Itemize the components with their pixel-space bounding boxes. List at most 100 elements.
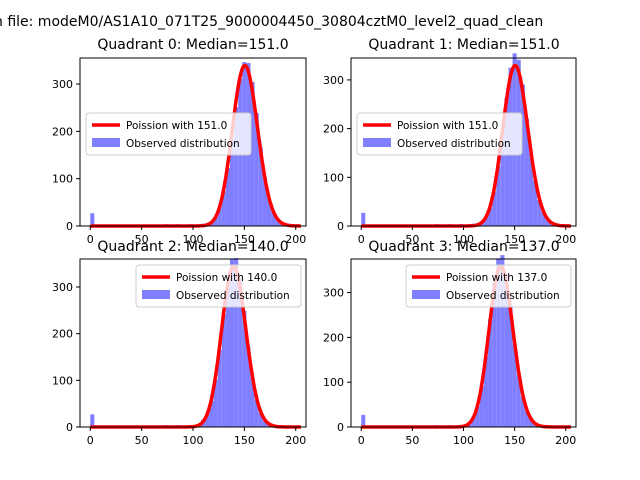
histogram-bar: [271, 211, 276, 226]
histogram-bar: [479, 386, 484, 427]
histogram-bar: [524, 118, 529, 226]
histogram-bar: [520, 397, 525, 427]
y-tick-label: 300: [52, 281, 73, 294]
quadrant-3-title: Quadrant 3: Median=137.0: [368, 239, 559, 255]
histogram-bar: [254, 399, 259, 427]
histogram-bar: [520, 84, 525, 227]
histogram-bar: [258, 147, 263, 226]
x-tick-label: 50: [135, 434, 149, 447]
histogram-bar: [90, 213, 95, 226]
histogram-bar: [496, 258, 501, 427]
legend: Poission with 151.0 Observed distribution: [85, 112, 252, 156]
quadrant-2-panel: 0 50 100 150 200 0 100 200 300 Poission with 140.…: [52, 239, 307, 447]
quadrant-0-title: Quadrant 0: Median=151.0: [97, 37, 288, 53]
histogram-bar: [229, 138, 235, 226]
histogram-bar: [504, 273, 509, 427]
histogram-bar: [488, 319, 493, 427]
quadrant-2-histogram: [90, 258, 300, 427]
histogram-bar: [516, 374, 521, 427]
histogram-bar: [541, 212, 546, 226]
histogram-bar: [221, 190, 226, 226]
legend-poisson-label: Poission with 137.0: [446, 272, 547, 284]
histogram-bar: [475, 406, 480, 427]
quadrant-1-panel: 0 50 100 150 200 0 100 200 300 Poission with 151.…: [323, 37, 577, 246]
histogram-bar: [533, 180, 538, 226]
y-tick-label: 300: [323, 287, 344, 300]
legend-box: [356, 112, 523, 156]
x-tick-label: 150: [234, 434, 255, 447]
quadrant-2-title: Quadrant 2: Median=140.0: [97, 239, 288, 255]
x-tick-label: 200: [555, 233, 576, 246]
histogram-bar: [250, 81, 255, 227]
histogram-bar: [361, 414, 366, 427]
y-tick-label: 200: [323, 331, 344, 344]
histogram-bar: [205, 414, 210, 427]
y-tick-label: 200: [323, 123, 344, 136]
histogram-bar: [234, 107, 239, 226]
histogram-bar: [504, 97, 509, 226]
histogram-bar: [492, 191, 497, 226]
histogram-bar: [508, 307, 513, 427]
histogram-bar: [483, 217, 489, 226]
x-tick-label: 100: [453, 434, 474, 447]
histogram-bar: [545, 219, 550, 226]
legend-poisson-label: Poission with 151.0: [397, 120, 498, 132]
legend-poisson-label: Poission with 140.0: [176, 272, 277, 284]
x-tick-label: 0: [358, 233, 365, 246]
histogram-bar: [262, 176, 267, 226]
legend-bar-swatch: [92, 138, 120, 147]
legend-bar-swatch: [363, 138, 391, 147]
x-tick-label: 150: [504, 233, 525, 246]
y-tick-label: 100: [323, 376, 344, 389]
y-tick-label: 0: [66, 220, 73, 233]
y-tick-label: 0: [337, 220, 344, 233]
legend-box: [135, 264, 302, 308]
legend: Poission with 137.0 Observed distribution: [405, 264, 572, 308]
x-tick-label: 50: [405, 233, 419, 246]
histogram-bar: [496, 166, 501, 226]
histogram-bar: [209, 401, 214, 427]
histogram-bar: [262, 420, 267, 427]
legend-poisson-label: Poission with 151.0: [126, 120, 227, 132]
legend-observed-label: Observed distribution: [176, 290, 290, 302]
histogram-bar: [266, 198, 272, 226]
legend-box: [405, 264, 572, 308]
legend-bar-swatch: [412, 290, 440, 299]
x-tick-label: 0: [87, 434, 94, 447]
x-tick-label: 100: [183, 233, 204, 246]
histogram-bar: [242, 310, 247, 427]
histogram-bar: [492, 282, 497, 427]
legend-observed-label: Observed distribution: [397, 138, 511, 150]
y-tick-label: 100: [52, 173, 73, 186]
histogram-bar: [250, 377, 255, 427]
legend-observed-label: Observed distribution: [446, 290, 560, 302]
y-tick-label: 200: [52, 125, 73, 138]
histogram-bar: [213, 216, 218, 226]
histogram-bar: [234, 258, 239, 427]
y-tick-label: 200: [52, 328, 73, 341]
quadrant-1-title: Quadrant 1: Median=151.0: [368, 37, 559, 53]
histogram-bar: [488, 207, 493, 226]
x-tick-label: 0: [358, 434, 365, 447]
histogram-bar: [471, 415, 476, 427]
x-tick-label: 200: [555, 434, 576, 447]
histogram-bar: [225, 280, 230, 427]
x-tick-label: 100: [183, 434, 204, 447]
y-tick-label: 300: [323, 74, 344, 87]
y-tick-label: 0: [66, 421, 73, 434]
histogram-bar: [217, 206, 222, 226]
legend-observed-label: Observed distribution: [126, 138, 240, 150]
legend: Poission with 151.0 Observed distribution: [356, 112, 523, 156]
histogram-bar: [528, 419, 534, 427]
x-tick-label: 200: [285, 434, 306, 447]
x-tick-label: 50: [135, 233, 149, 246]
histogram-bar: [524, 411, 529, 427]
histogram-bar: [90, 414, 95, 427]
y-tick-label: 300: [52, 78, 73, 91]
histogram-bar: [258, 413, 263, 427]
histogram-bar: [229, 259, 235, 427]
x-tick-label: 200: [285, 233, 306, 246]
y-tick-label: 0: [337, 421, 344, 434]
legend-bar-swatch: [142, 290, 170, 299]
